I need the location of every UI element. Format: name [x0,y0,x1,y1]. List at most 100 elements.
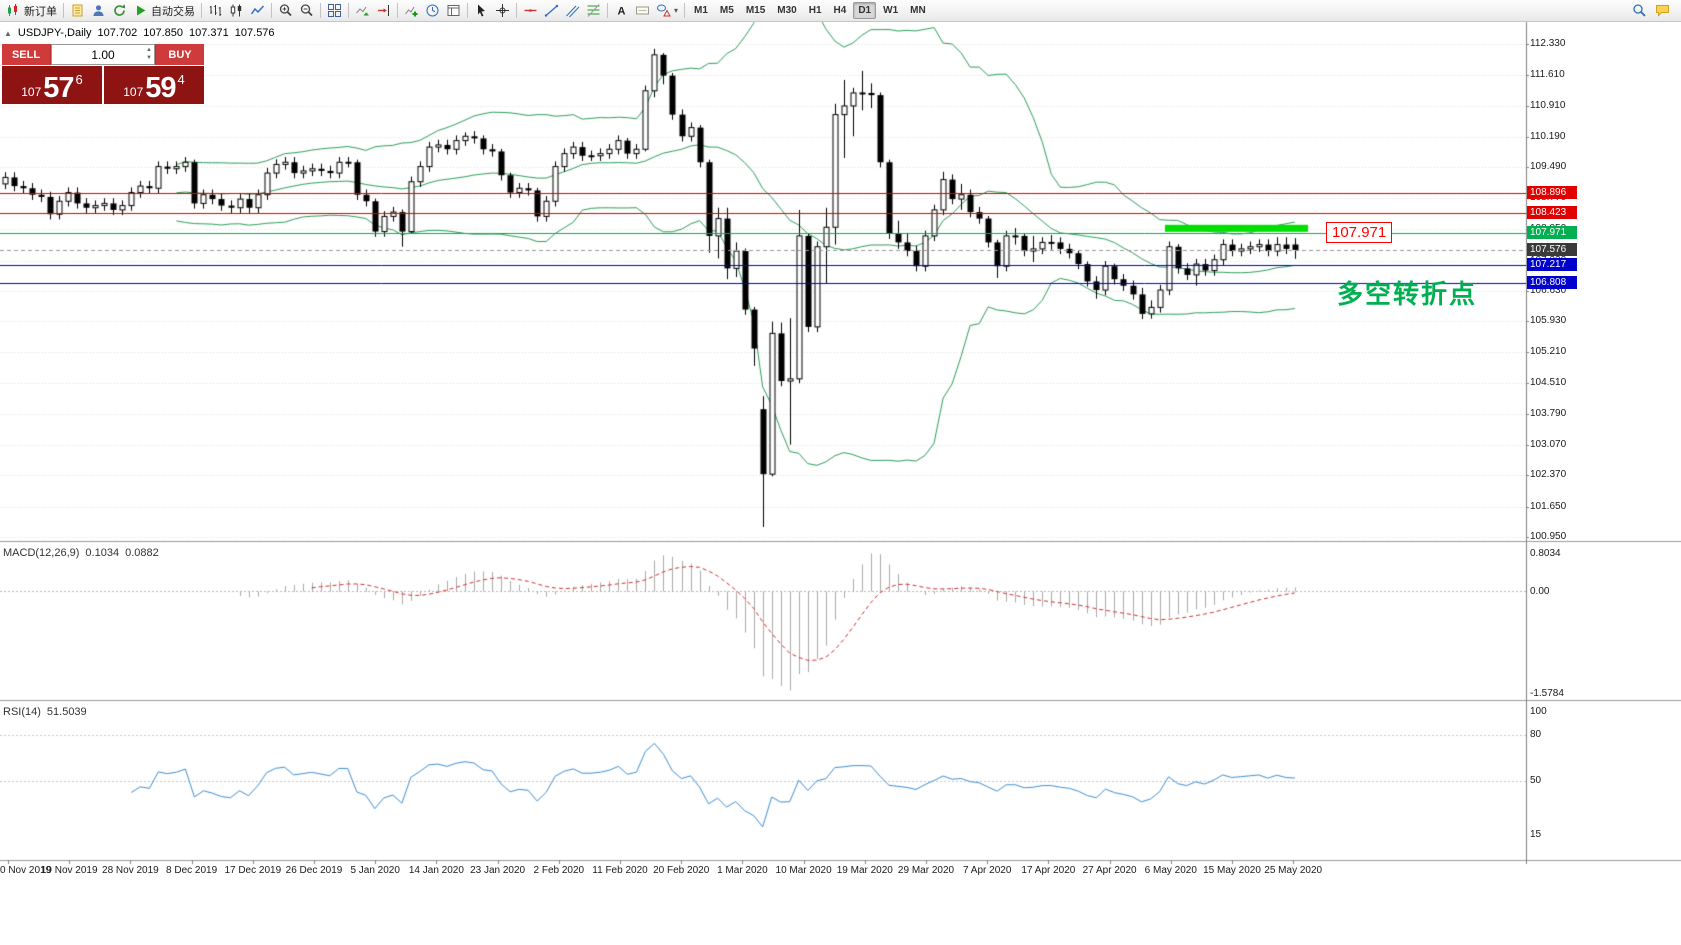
volume-down-icon[interactable]: ▼ [146,55,152,61]
axis-label: 0.8034 [1530,548,1561,559]
chart-plus-icon [404,3,419,18]
buy-button[interactable]: BUY [156,44,204,65]
chat-button[interactable] [1652,1,1673,20]
search-icon [1632,3,1647,18]
timeframe-w1-button[interactable]: W1 [883,5,899,16]
autoscroll-icon [355,3,370,18]
buy-price-pips: 59 [145,72,176,104]
date-label: 2 Feb 2020 [533,865,585,876]
clock-icon [425,3,440,18]
shapes-button-caret-icon[interactable]: ▾ [674,6,679,15]
axis-label: 100 [1530,706,1547,717]
date-label: 1 Mar 2020 [717,865,768,876]
volume-spinner[interactable]: ▲ ▼ [146,46,152,62]
level-callout[interactable]: 107.971 [1326,221,1393,243]
date-label: 25 May 2020 [1264,865,1323,876]
line-chart-button[interactable] [247,1,268,20]
axis-label: 50 [1530,775,1542,786]
buy-price-figure: 107 [123,85,144,99]
help-search-button[interactable] [1629,1,1650,20]
toolbar-right-group [1629,1,1678,20]
shapes-button[interactable]: ▾ [653,1,681,20]
text-button[interactable]: A [611,1,632,20]
timeframe-h4-button[interactable]: H4 [833,5,847,16]
zoom-out-button[interactable] [296,1,317,20]
new-order-button[interactable]: 新订单 [3,1,60,20]
candle-chart-button[interactable] [226,1,247,20]
price-badge: 108.423 [1527,206,1577,220]
date-label: 29 Mar 2020 [897,865,955,876]
ohlc-high: 107.850 [143,27,184,39]
price-badge: 106.808 [1527,276,1577,290]
trendline-button[interactable] [541,1,562,20]
doc-icon [70,3,85,18]
trendline-icon [544,3,559,18]
timeframe-m5-button[interactable]: M5 [719,5,734,16]
toolbar-separator [397,3,398,18]
hline-button[interactable] [520,1,541,20]
rsi-name: RSI(14) [3,706,41,718]
text-label-button[interactable] [632,1,653,20]
date-label: 7 Apr 2020 [963,865,1012,876]
auto-scroll-button[interactable] [352,1,373,20]
date-label: 17 Apr 2020 [1021,865,1076,876]
date-label: 5 Jan 2020 [350,865,400,876]
market-watch-button[interactable] [67,1,88,20]
autotrade-button[interactable]: 自动交易 [130,1,198,20]
axis-label: 105.210 [1530,346,1567,358]
linechart-icon [250,3,265,18]
refresh-button[interactable] [109,1,130,20]
buy-price[interactable]: 107 59 4 [104,66,204,104]
axis-label: 100.950 [1530,530,1567,542]
volume-value[interactable]: 1.00 [91,47,115,62]
date-label: 8 Dec 2019 [166,865,218,876]
price-badge: 107.971 [1527,225,1577,239]
price-badge: 107.217 [1527,258,1577,272]
ohlc-open: 107.702 [97,27,138,39]
new-order-icon [6,3,21,18]
template-icon [446,3,461,18]
price-axis[interactable]: 112.330111.610110.910110.190109.490108.7… [1526,0,1681,945]
timeframe-m1-button[interactable]: M1 [694,5,708,16]
time-axis[interactable]: 0 Nov 2019 19 Nov 2019 28 Nov 2019 8 Dec 20… [0,860,1526,885]
period-button[interactable] [422,1,443,20]
bull-bear-note[interactable]: 多空转折点 [1337,280,1478,310]
sell-price-figure: 107 [21,85,42,99]
timeframe-m15-button[interactable]: M15 [745,5,766,16]
tile-windows-button[interactable] [324,1,345,20]
zoom-out-icon [299,3,314,18]
profile-button[interactable] [88,1,109,20]
crosshair-button[interactable] [492,1,513,20]
sell-button[interactable]: SELL [2,44,50,65]
toolbar-separator [320,3,321,18]
toolbar-separator [516,3,517,18]
new-chart-button[interactable] [401,1,422,20]
fibonacci-button[interactable] [583,1,604,20]
channel-button[interactable] [562,1,583,20]
volume-input[interactable]: 1.00 ▲ ▼ [51,44,155,65]
sell-price[interactable]: 107 57 6 [2,66,102,104]
volume-up-icon[interactable]: ▲ [146,47,152,53]
timeframe-mn-button[interactable]: MN [910,5,926,16]
sell-price-point: 6 [75,72,83,87]
date-label: 15 May 2020 [1203,865,1261,876]
zoom-in-icon [278,3,293,18]
timeframe-d1-button[interactable]: D1 [853,2,877,19]
shift-icon [376,3,391,18]
cursor-button[interactable] [471,1,492,20]
macd-signal-value: 0.0882 [125,547,159,559]
timeframe-h1-button[interactable]: H1 [808,5,822,16]
toolbar-separator [201,3,202,18]
chart-shift-button[interactable] [373,1,394,20]
one-click-toggle-icon[interactable]: ▲ [4,28,12,38]
date-label: 0 Nov 2019 [0,865,52,876]
play-icon [133,3,148,18]
zoom-in-button[interactable] [275,1,296,20]
ohlc-close: 107.576 [234,27,275,39]
timeframe-m30-button[interactable]: M30 [777,5,797,16]
template-button[interactable] [443,1,464,20]
chart-header: ▲ USDJPY-,Daily 107.702 107.850 107.371 … [4,27,275,39]
bars-chart-button[interactable] [205,1,226,20]
axis-label: 110.190 [1530,130,1566,142]
